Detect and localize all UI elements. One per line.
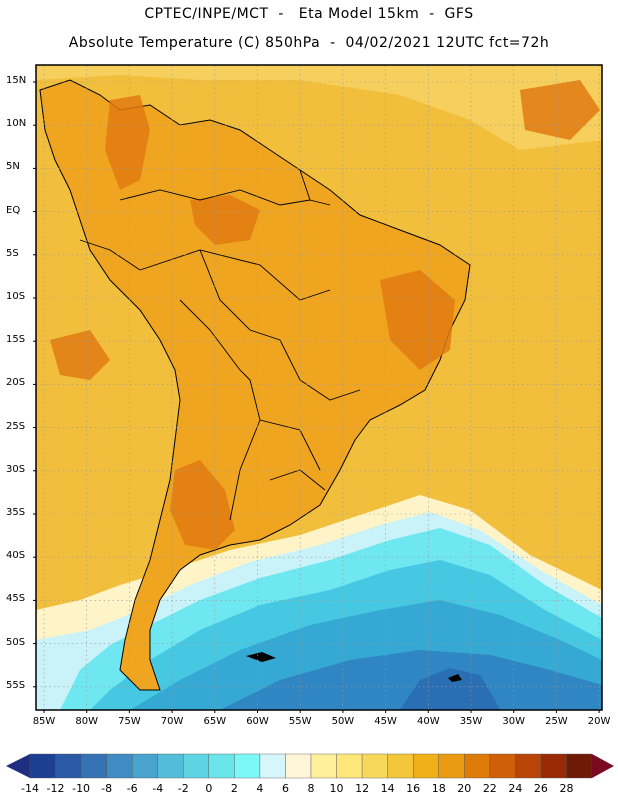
colorbar-swatch bbox=[361, 753, 388, 779]
colorbar-label: -8 bbox=[101, 782, 113, 795]
falkland-islands bbox=[246, 652, 276, 662]
lat-label: 50S bbox=[6, 636, 26, 648]
deep-blue-core bbox=[400, 668, 500, 710]
lon-label: 25W bbox=[545, 716, 568, 727]
lat-label: 30S bbox=[6, 463, 26, 475]
lat-label: 40S bbox=[6, 550, 26, 562]
colorbar-swatch bbox=[438, 753, 465, 779]
colorbar-label: -14 bbox=[21, 782, 39, 795]
colorbar-swatch bbox=[412, 753, 439, 779]
lon-label: 75W bbox=[118, 716, 141, 727]
hot-zone-argentina bbox=[170, 460, 235, 550]
lon-label: 45W bbox=[374, 716, 397, 727]
colorbar bbox=[6, 753, 614, 779]
colorbar-label: 14 bbox=[380, 782, 395, 795]
colorbar-label: 8 bbox=[307, 782, 315, 795]
colorbar-label: 10 bbox=[329, 782, 344, 795]
axis-ticks bbox=[33, 81, 600, 713]
lon-label: 20W bbox=[587, 716, 611, 727]
colorbar-swatch bbox=[310, 753, 337, 779]
lon-label: 80W bbox=[75, 716, 98, 727]
colorbar-label: 20 bbox=[457, 782, 472, 795]
colorbar-label: 22 bbox=[482, 782, 497, 795]
lat-label: 25S bbox=[6, 420, 26, 432]
lon-label: 60W bbox=[246, 716, 269, 727]
colorbar-swatch bbox=[55, 753, 82, 779]
colorbar-swatch bbox=[157, 753, 184, 779]
lat-label: EQ bbox=[6, 204, 21, 216]
colorbar-swatch bbox=[336, 753, 363, 779]
colorbar-low-arrow bbox=[6, 754, 30, 778]
lat-label: 5S bbox=[6, 247, 19, 259]
lon-label: 30W bbox=[502, 716, 525, 727]
colorbar-label: -6 bbox=[126, 782, 138, 795]
colorbar-swatch bbox=[566, 753, 593, 779]
colorbar-swatch bbox=[80, 753, 107, 779]
colorbar-swatch bbox=[259, 753, 286, 779]
hot-zone-amazon bbox=[190, 195, 260, 245]
colorbar-label: 18 bbox=[431, 782, 446, 795]
lat-label: 10N bbox=[6, 118, 27, 130]
colorbar-label: 2 bbox=[230, 782, 238, 795]
colorbar-swatch bbox=[29, 753, 56, 779]
title-line-2: Absolute Temperature (C) 850hPa - 04/02/… bbox=[68, 35, 550, 51]
colorbar-label: -2 bbox=[177, 782, 189, 795]
colorbar-label: 0 bbox=[205, 782, 213, 795]
colorbar-label: 6 bbox=[281, 782, 289, 795]
colorbar-label: -4 bbox=[152, 782, 164, 795]
hot-zone-andes-north bbox=[105, 95, 150, 190]
map-frame bbox=[35, 64, 603, 711]
lon-label: 50W bbox=[331, 716, 355, 727]
country-borders bbox=[79, 169, 361, 521]
colorbar-label: 28 bbox=[559, 782, 574, 795]
colorbar-swatch bbox=[208, 753, 235, 779]
colorbar-swatch bbox=[464, 753, 491, 779]
hot-zone-pacific bbox=[50, 330, 110, 380]
colorbar-swatch bbox=[106, 753, 133, 779]
lat-label: 20S bbox=[6, 377, 26, 389]
lat-label: 10S bbox=[6, 291, 26, 302]
colorbar-swatch bbox=[540, 753, 567, 779]
lat-label: 35S bbox=[6, 507, 26, 518]
south-georgia bbox=[448, 674, 462, 682]
blue-band bbox=[220, 650, 602, 710]
colorbar-swatch bbox=[489, 753, 516, 779]
lon-label: 55W bbox=[288, 716, 312, 727]
lon-label: 65W bbox=[203, 716, 227, 727]
title-line-1: CPTEC/INPE/MCT - Eta Model 15km - GFS bbox=[144, 6, 474, 22]
colorbar-swatch bbox=[183, 753, 210, 779]
lat-label: 5N bbox=[6, 161, 20, 173]
colorbar-swatch bbox=[131, 753, 158, 779]
colorbar-label: -10 bbox=[72, 782, 91, 795]
lat-label: 15S bbox=[6, 334, 26, 346]
colorbar-high-arrow bbox=[592, 754, 614, 778]
colorbar-label: -12 bbox=[46, 782, 65, 795]
colorbar-swatch bbox=[234, 753, 261, 779]
colorbar-label: 24 bbox=[508, 782, 523, 795]
lon-label: 35W bbox=[459, 716, 483, 727]
lat-label: 45S bbox=[6, 593, 26, 605]
hot-zone-brazil-east bbox=[380, 270, 455, 370]
lon-label: 85W bbox=[32, 716, 56, 727]
north-ocean-warm-zone bbox=[36, 65, 602, 150]
colorbar-label: 26 bbox=[533, 782, 548, 795]
south-america-land bbox=[39, 79, 471, 691]
colorbar-swatch bbox=[515, 753, 542, 779]
lat-label: 55S bbox=[6, 679, 26, 691]
lat-label: 15N bbox=[6, 75, 27, 86]
lon-label: 70W bbox=[160, 716, 184, 727]
colorbar-swatch bbox=[387, 753, 414, 779]
colorbar-label: 16 bbox=[406, 782, 421, 795]
lon-label: 40W bbox=[416, 716, 440, 727]
colorbar-label: 12 bbox=[355, 782, 370, 795]
colorbar-swatch bbox=[285, 753, 312, 779]
colorbar-label: 4 bbox=[256, 782, 264, 795]
